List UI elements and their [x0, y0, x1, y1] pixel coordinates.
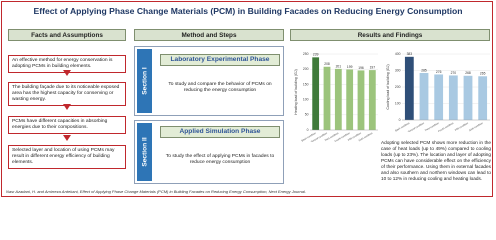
results-text: Adopting selected PCM shows more reducti…	[381, 140, 491, 181]
bar	[334, 68, 342, 130]
column-heading: Method and Steps	[134, 29, 284, 41]
value-label: 208	[324, 62, 330, 66]
x-tick-label: Second condition	[407, 121, 425, 132]
section-label: Section I	[137, 49, 152, 113]
value-label: 270	[451, 71, 457, 75]
bar	[448, 75, 458, 120]
bar	[463, 75, 473, 120]
arrow	[63, 135, 71, 141]
section-box	[134, 46, 284, 116]
heating-chart: Heating load of building (GJ) 0 50 100 150 20…	[294, 52, 378, 142]
phase-box: Applied Simulation Phase	[160, 126, 280, 138]
x-tick-label: Basic condition	[301, 131, 317, 142]
y-tick-label: 100	[395, 101, 401, 105]
value-label: 197	[370, 65, 376, 69]
y-tick-label: 50	[305, 113, 309, 117]
page: Effect of Applying Phase Change Material…	[1, 1, 493, 197]
bar	[478, 76, 488, 120]
x-tick-label: Sixth condition	[358, 131, 374, 142]
x-tick-label: Third condition	[324, 131, 340, 142]
x-tick-label: Fifth condition	[347, 131, 362, 141]
value-label: 265	[480, 72, 486, 76]
value-label: 383	[407, 52, 413, 56]
cooling-chart: Cooling load of building (GJ) 0 100 200 300 4…	[386, 52, 490, 132]
y-axis-label: Cooling load of building (GJ)	[386, 64, 390, 109]
bar	[323, 66, 331, 130]
y-tick-label: 0	[399, 118, 401, 122]
value-label: 285	[421, 68, 427, 72]
title: Effect of Applying Phase Change Material…	[33, 6, 463, 16]
y-axis-label: Heating load of building (GJ)	[294, 69, 298, 115]
x-tick-label: Fourth condition	[334, 131, 351, 142]
phase-text: To study and compare the behavior of PCM…	[168, 82, 272, 93]
x-tick-label: Basic condition	[395, 121, 411, 132]
x-tick-label: Fifth condition	[454, 121, 469, 131]
fact-box: PCMs have different capacities in absorb…	[8, 116, 126, 134]
x-tick-label: Sixth condition	[469, 121, 485, 132]
x-tick-label: Fourth condition	[438, 121, 455, 132]
section-label: Section II	[137, 123, 152, 181]
arrow	[63, 104, 71, 110]
value-label: 196	[358, 66, 364, 70]
bar	[346, 69, 354, 130]
citation: Nasr Azadani, H. and Amirreza Ardekani, …	[6, 189, 306, 194]
phase-text: To study the effect of applying PCMs in …	[165, 154, 275, 165]
y-tick-label: 400	[395, 52, 401, 56]
y-tick-label: 250	[303, 52, 309, 56]
y-tick-label: 150	[303, 82, 309, 86]
column-heading: Facts and Assumptions	[8, 29, 126, 41]
y-tick-label: 0	[307, 128, 309, 132]
y-tick-label: 200	[303, 67, 309, 71]
value-label: 199	[347, 65, 353, 69]
bar	[312, 57, 320, 130]
bar	[434, 74, 444, 120]
arrow	[63, 70, 71, 76]
arrows	[63, 70, 71, 141]
fact-box: The building façade due to its noticeabl…	[8, 82, 126, 106]
value-label: 201	[336, 64, 342, 68]
bar	[419, 72, 429, 120]
value-label: 239	[313, 53, 319, 57]
y-tick-label: 100	[303, 97, 309, 101]
x-tick-label: Second condition	[310, 131, 328, 142]
bar	[357, 70, 365, 130]
y-tick-label: 200	[395, 85, 401, 89]
section-label-text: Section I	[141, 67, 148, 95]
bar	[404, 56, 414, 120]
bar	[368, 70, 376, 130]
fact-box: Selected layer and location of using PCM…	[8, 145, 126, 169]
section-box	[134, 120, 284, 184]
y-tick-label: 300	[395, 68, 401, 72]
value-label: 276	[436, 70, 442, 74]
x-tick-label: Third condition	[424, 121, 440, 132]
frame	[1, 1, 493, 197]
value-label: 268	[465, 71, 471, 75]
column-heading: Results and Findings	[290, 29, 490, 41]
section-label-text: Section II	[141, 137, 148, 167]
phase-box: Laboratory Experimental Phase	[160, 54, 280, 66]
